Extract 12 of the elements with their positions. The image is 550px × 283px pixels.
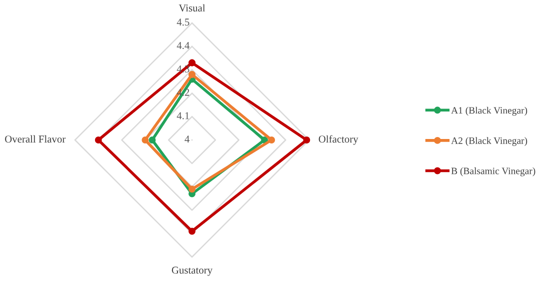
spoke-label: Gustatory [172,266,212,276]
spoke-label: Overall Flavor [5,135,66,143]
spoke-label: Visual [178,4,206,12]
legend-label: B (Balsamic Vinegar) [451,167,536,176]
y-tick-label: 4.2 [176,88,190,96]
y-tick-label: 4.4 [176,42,190,50]
legend-label: A1 (Black Vinegar) [451,106,528,116]
legend-label: A2 (Black Vinegar) [451,137,528,146]
y-tick-label: 4.1 [176,112,190,120]
spoke-label: Olfactory [318,135,358,145]
y-tick-label: 4 [184,136,190,143]
y-tick-label: 4.5 [176,18,190,26]
